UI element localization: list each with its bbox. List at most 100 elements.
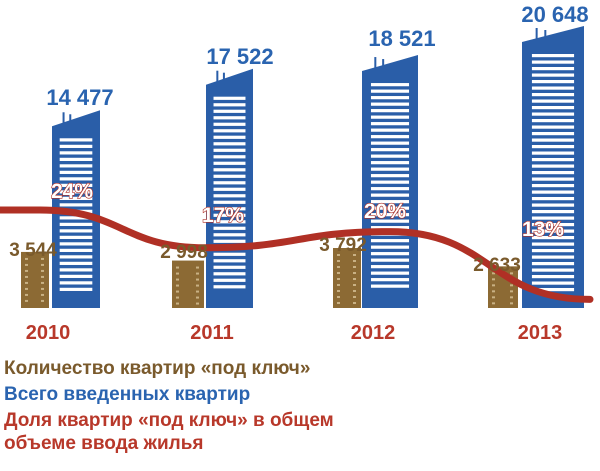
total-label-2011: 17 522 — [206, 44, 273, 69]
total-bar-window — [213, 116, 246, 120]
total-bar-window — [370, 278, 410, 282]
total-bar-window — [531, 177, 575, 181]
turnkey-bar-window — [41, 263, 44, 266]
total-bar-window — [213, 226, 246, 230]
total-bar-window — [370, 271, 410, 275]
turnkey-bar-window — [196, 290, 199, 293]
turnkey-label-2013: 2 633 — [473, 255, 521, 276]
total-bar-window — [370, 284, 410, 288]
turnkey-bar-window — [196, 278, 199, 281]
total-bar-window — [370, 109, 410, 113]
total-bar-window — [531, 262, 575, 266]
total-bar-window — [531, 236, 575, 240]
legend-turnkey: Количество квартир «под ключ» — [4, 358, 311, 379]
total-bar-window — [531, 119, 575, 123]
turnkey-bar-window — [337, 290, 340, 292]
total-bar-window — [531, 164, 575, 168]
total-bar-window — [213, 285, 246, 289]
total-bar-antenna — [544, 30, 547, 42]
turnkey-bar-window — [41, 293, 44, 296]
total-bar-window — [59, 261, 93, 265]
total-bar-window — [531, 190, 575, 194]
category-label-2013: 2013 — [518, 322, 563, 344]
total-bar-window — [59, 222, 93, 226]
total-bar-window — [531, 73, 575, 77]
turnkey-bar-window — [337, 296, 340, 298]
total-bar-window — [213, 129, 246, 133]
total-bar-window — [531, 67, 575, 71]
total-bar-window — [370, 148, 410, 152]
total-bar-window — [213, 155, 246, 159]
turnkey-bar-window — [25, 293, 28, 296]
total-bar-window — [213, 142, 246, 146]
total-bar-window — [213, 148, 246, 152]
total-bar-window — [370, 245, 410, 249]
turnkey-bar-window — [353, 260, 356, 262]
turnkey-bar-window — [25, 269, 28, 272]
total-bar-window — [370, 167, 410, 171]
turnkey-bar-2010 — [21, 251, 49, 308]
total-bar-window — [370, 89, 410, 93]
total-bar-window — [531, 80, 575, 84]
total-bar-2012 — [362, 55, 418, 308]
total-bar-window — [370, 200, 410, 204]
turnkey-bar-window — [510, 284, 513, 287]
total-bar-antenna — [222, 72, 225, 85]
total-bar-window — [531, 275, 575, 279]
turnkey-bar-window — [176, 296, 179, 299]
total-bar-window — [531, 132, 575, 136]
share-label-2012: 20% — [364, 200, 406, 223]
total-bar-window — [531, 184, 575, 188]
total-bar-window — [370, 122, 410, 126]
total-bar-window — [370, 141, 410, 145]
total-bar-window — [370, 252, 410, 256]
total-bar-window — [213, 168, 246, 172]
total-bar-window — [59, 229, 93, 233]
turnkey-bar-window — [353, 278, 356, 280]
share-label-2013: 13% — [522, 218, 564, 241]
turnkey-bar-window — [492, 284, 495, 287]
total-bar-window — [213, 187, 246, 191]
turnkey-label-2012: 3 792 — [319, 235, 367, 256]
total-bar-window — [531, 145, 575, 149]
turnkey-bar-window — [196, 296, 199, 299]
turnkey-bar-window — [196, 266, 199, 269]
turnkey-bar-window — [353, 284, 356, 286]
total-bar-antenna — [216, 70, 219, 87]
total-bar-window — [531, 151, 575, 155]
turnkey-bar-window — [25, 263, 28, 266]
total-bar-window — [213, 174, 246, 178]
total-label-2012: 18 521 — [368, 26, 435, 51]
category-label-2011: 2011 — [190, 322, 233, 344]
total-bar-antenna — [382, 59, 385, 72]
turnkey-bar-window — [337, 254, 340, 256]
total-bar-window — [531, 216, 575, 220]
total-bar-window — [213, 272, 246, 276]
total-bar-window — [531, 281, 575, 285]
turnkey-bar-window — [41, 275, 44, 278]
turnkey-bar-2012 — [333, 248, 361, 308]
total-bar-window — [213, 233, 246, 237]
total-bar-window — [370, 174, 410, 178]
total-bar-window — [370, 154, 410, 158]
legend-share: Доля квартир «под ключ» в общем объеме в… — [4, 409, 334, 455]
total-bar-2010 — [52, 110, 100, 308]
total-bar-window — [59, 281, 93, 285]
total-bar-window — [531, 242, 575, 246]
total-bar-window — [213, 239, 246, 243]
total-bar-window — [531, 93, 575, 97]
total-bar-window — [213, 259, 246, 263]
total-bar-window — [213, 278, 246, 282]
legend-total: Всего введенных квартир — [4, 384, 251, 405]
total-bar-window — [59, 255, 93, 259]
turnkey-bar-window — [176, 266, 179, 269]
total-bar-window — [59, 164, 93, 168]
total-bar-window — [213, 213, 246, 217]
total-bar-window — [59, 235, 93, 239]
total-bar-window — [213, 194, 246, 198]
total-bar-window — [531, 210, 575, 214]
total-bar-window — [370, 96, 410, 100]
total-bar-window — [370, 115, 410, 119]
total-bar-window — [213, 265, 246, 269]
total-bar-window — [213, 220, 246, 224]
